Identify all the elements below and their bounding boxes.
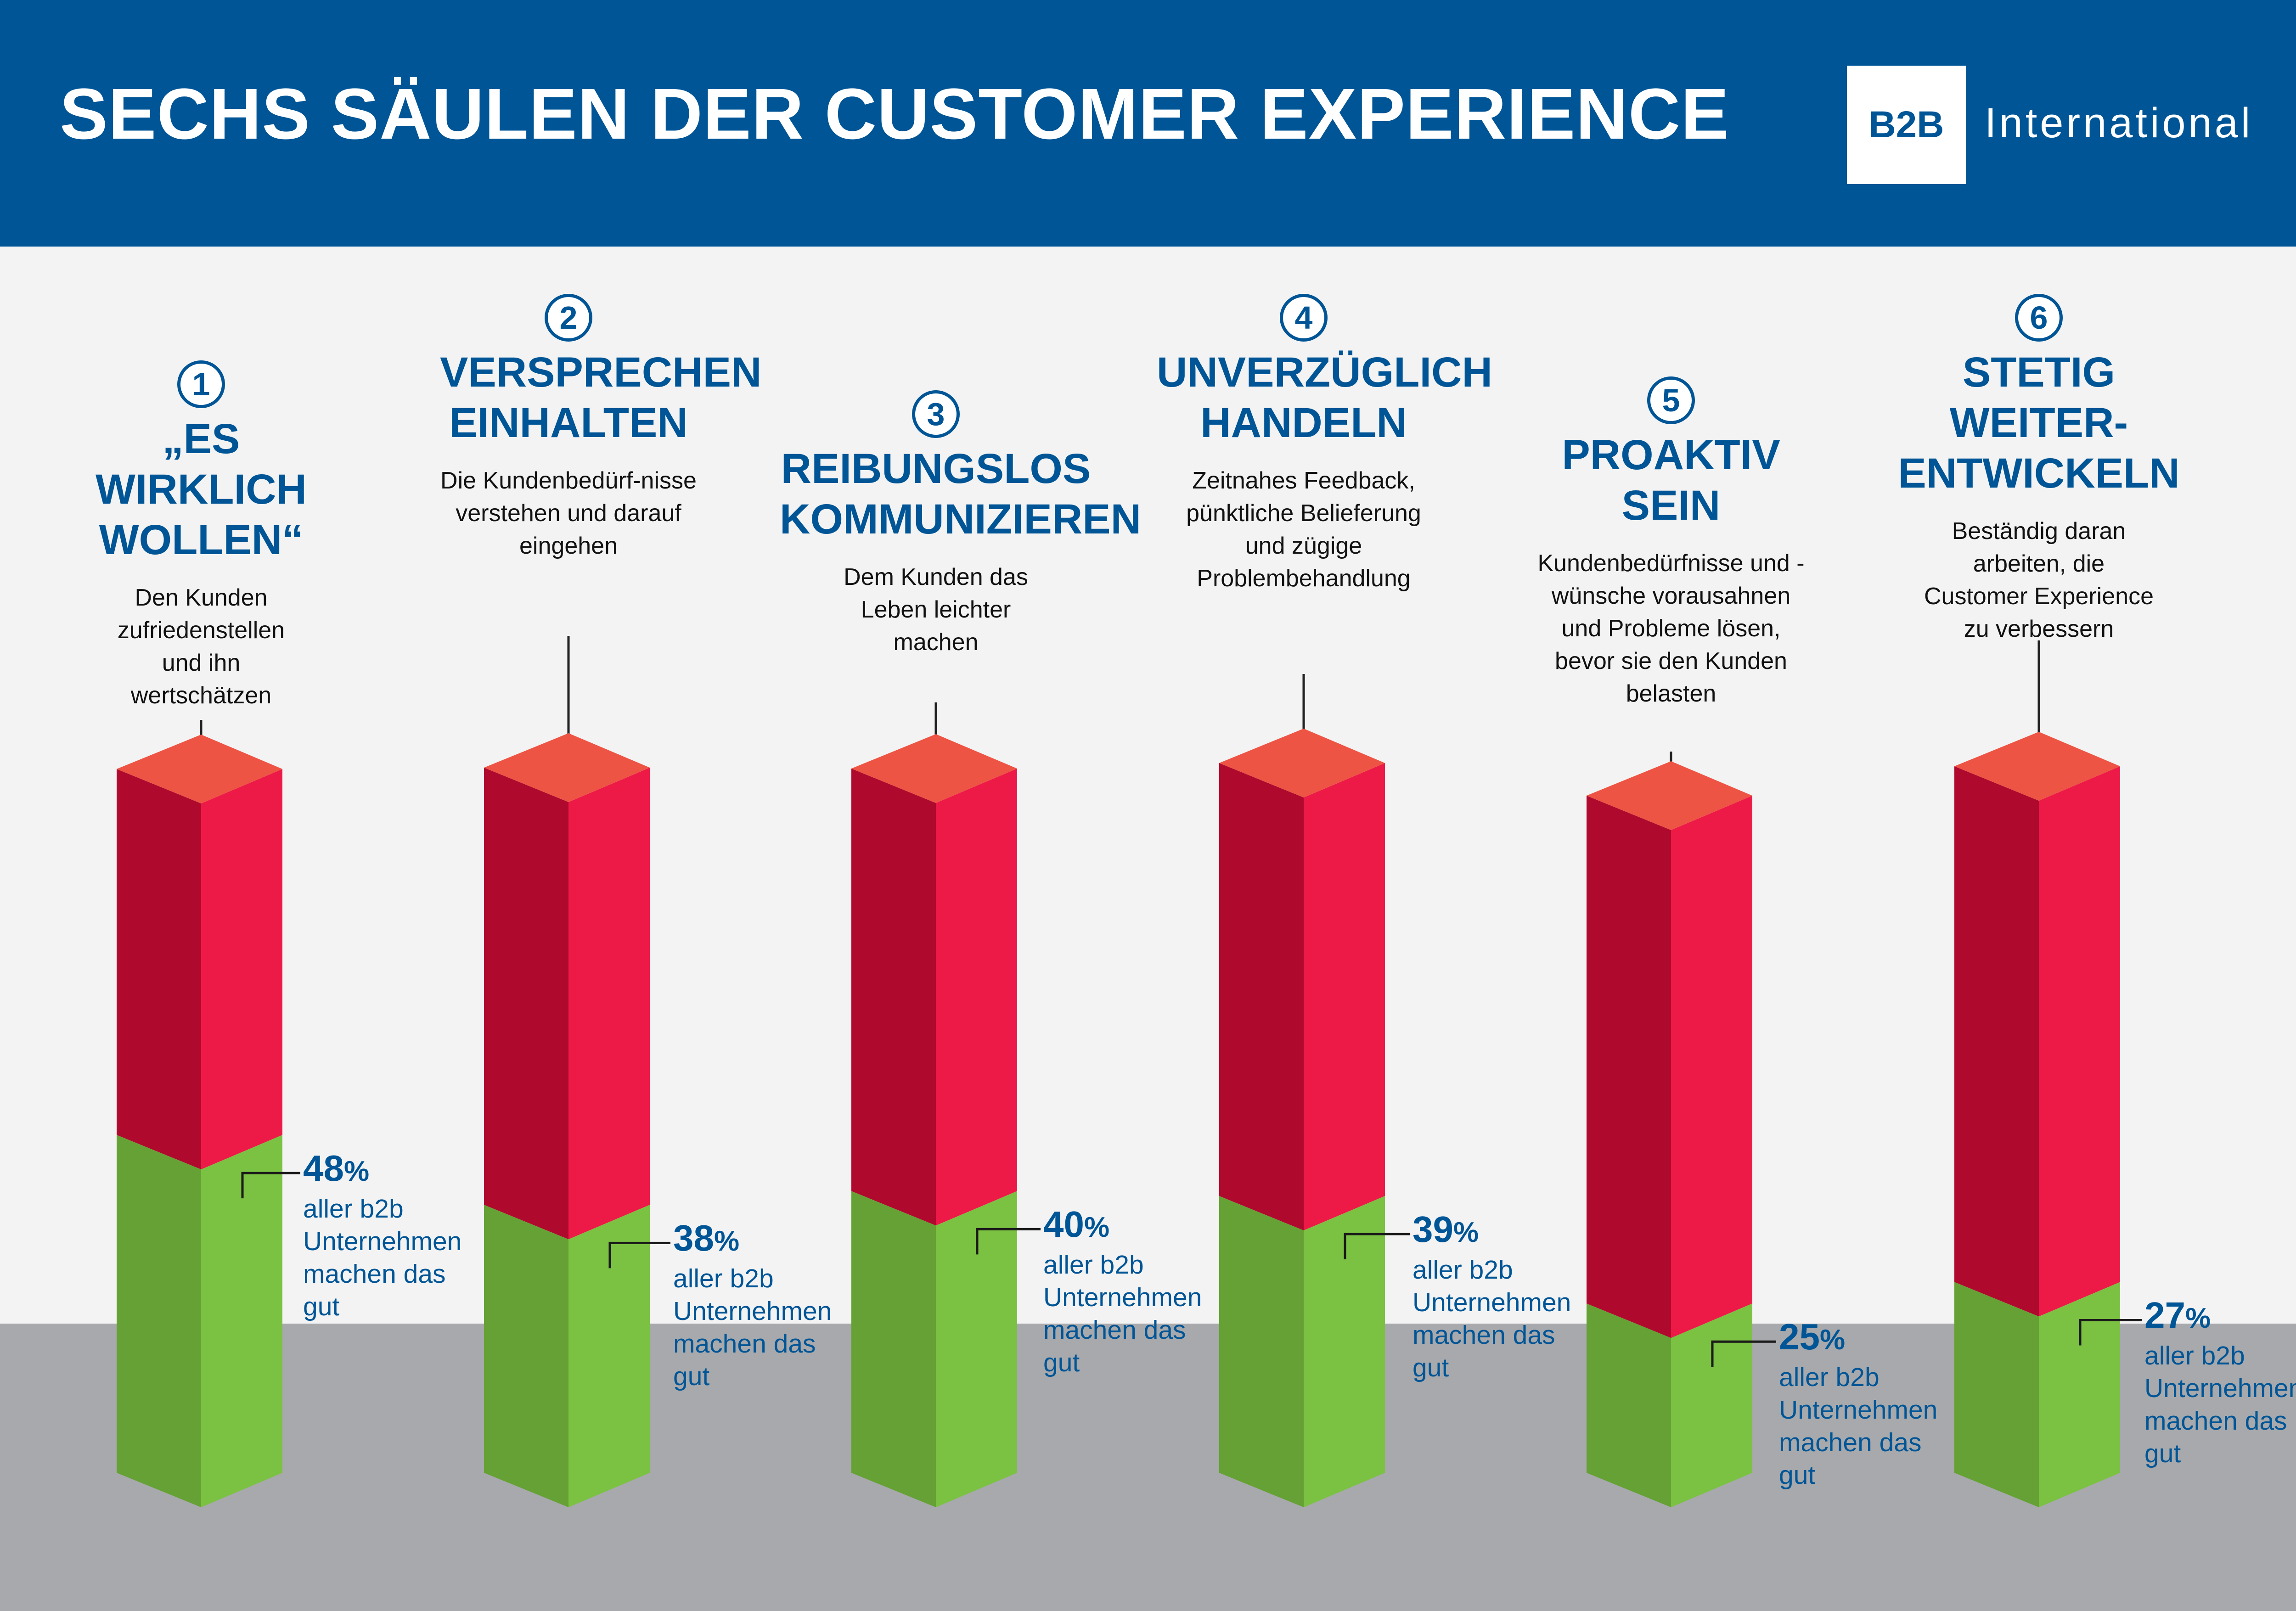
pillar-red-right-face	[2039, 766, 2120, 1317]
pillar-red-left-face	[117, 769, 201, 1170]
pillar-description: Die Kundenbedürf-nisse verstehen und dar…	[440, 467, 697, 559]
percent-value: 40%	[1043, 1203, 1218, 1249]
pillar-number-badge: 1	[177, 360, 225, 408]
percent-label: 39% aller b2b Unternehmen machen das gut	[1412, 1208, 1587, 1384]
percent-leader-line	[976, 1228, 1041, 1255]
pillar-title: VERSPRECHEN EINHALTEN	[440, 349, 762, 446]
pillar-red-left-face	[851, 769, 936, 1226]
pillar-heading: 1 „ES WIRKLICH WOLLEN“ Den Kunden zufriede…	[36, 360, 366, 712]
floor	[0, 1324, 2296, 1611]
percent-sign: %	[1819, 1324, 1846, 1356]
pillar-red-right-face	[568, 768, 650, 1240]
pillar-number-badge: 2	[545, 294, 592, 342]
percent-label: 40% aller b2b Unternehmen machen das gut	[1043, 1203, 1218, 1379]
percent-number: 27	[2144, 1295, 2185, 1336]
pillar-green-left-face	[117, 1135, 201, 1507]
pillar-description: Kundenbedürfnisse und -wünsche vorausahn…	[1537, 550, 1805, 707]
percent-value: 27%	[2144, 1294, 2296, 1340]
pillar-top-cap	[1587, 761, 1752, 830]
pillar-green-left-face	[1587, 1303, 1671, 1507]
percent-label: 38% aller b2b Unternehmen machen das gut	[673, 1217, 848, 1393]
pillar-red-right-face	[1304, 763, 1385, 1231]
percent-number: 38	[673, 1218, 714, 1259]
percent-caption: aller b2b Unternehmen machen das gut	[673, 1264, 832, 1392]
pillar-top-cap	[1954, 732, 2120, 801]
pillar-heading: 6 STETIG WEITER-ENTWICKELN Beständig daran…	[1874, 294, 2204, 646]
percent-value: 38%	[673, 1217, 848, 1263]
percent-value: 25%	[1779, 1316, 1953, 1361]
pillar-red-left-face	[484, 768, 568, 1240]
percent-label: 48% aller b2b Unternehmen machen das gut	[303, 1147, 478, 1323]
percent-leader-line	[241, 1172, 300, 1199]
pillar-heading: 3 REIBUNGSLOS KOMMUNIZIEREN Dem Kunden das…	[771, 390, 1142, 659]
pillar-red-left-face	[1587, 796, 1671, 1338]
pillar-number-badge: 6	[2015, 294, 2063, 342]
pillar-number-badge: 5	[1647, 376, 1695, 424]
percent-number: 39	[1412, 1209, 1453, 1250]
percent-number: 25	[1779, 1316, 1820, 1358]
pillar-description: Zeitnahes Feedback, pünktliche Belieferu…	[1186, 467, 1421, 592]
percent-number: 40	[1043, 1204, 1084, 1245]
pillar-title: PROAKTIV SEIN	[1562, 432, 1780, 529]
percent-sign: %	[1084, 1212, 1110, 1244]
pillar-number-badge: 3	[912, 390, 960, 438]
percent-leader-line	[608, 1241, 670, 1269]
pillar-green-left-face	[1954, 1282, 2039, 1507]
percent-value: 48%	[303, 1147, 478, 1193]
header-bar: SECHS SÄULEN DER CUSTOMER EXPERIENCE B2B…	[0, 0, 2296, 247]
percent-number: 48	[303, 1148, 344, 1189]
percent-sign: %	[343, 1156, 370, 1188]
pillar-top-cap	[1219, 729, 1385, 797]
pillar-heading: 4 UNVERZÜGLICH HANDELN Zeitnahes Feedback,…	[1138, 294, 1492, 595]
pillar-number-badge: 4	[1280, 294, 1328, 342]
pillar-heading: 2 VERSPRECHEN EINHALTEN Die Kundenbedürf-n…	[403, 294, 762, 562]
pillar-description: Den Kunden zufriedenstellen und ihn wert…	[117, 584, 285, 709]
percent-caption: aller b2b Unternehmen machen das gut	[303, 1194, 462, 1322]
percent-caption: aller b2b Unternehmen machen das gut	[1779, 1363, 1938, 1490]
pillar-green-left-face	[851, 1191, 936, 1507]
pillar-top-cap	[484, 733, 650, 802]
pillar-title: „ES WIRKLICH WOLLEN“	[96, 415, 307, 563]
percent-caption: aller b2b Unternehmen machen das gut	[1412, 1255, 1571, 1383]
percent-sign: %	[714, 1225, 740, 1257]
page-title: SECHS SÄULEN DER CUSTOMER EXPERIENCE	[60, 74, 1729, 154]
pillar-description: Dem Kunden das Leben leichter machen	[844, 564, 1028, 656]
percent-sign: %	[2185, 1302, 2211, 1335]
pillar-green-right-face	[201, 1135, 282, 1507]
pillar-red-right-face	[1671, 796, 1752, 1338]
pillar-green-right-face	[1671, 1303, 1752, 1507]
pillar-title: STETIG WEITER-ENTWICKELN	[1898, 349, 2180, 497]
percent-leader-line	[1711, 1340, 1776, 1367]
pillar-red-left-face	[1954, 766, 2039, 1317]
pillar-green-right-face	[2039, 1282, 2120, 1507]
pillar-top-cap	[851, 734, 1017, 803]
pillar-green-left-face	[1219, 1196, 1304, 1507]
percent-caption: aller b2b Unternehmen machen das gut	[1043, 1250, 1202, 1378]
percent-caption: aller b2b Unternehmen machen das gut	[2144, 1341, 2296, 1469]
percent-value: 39%	[1412, 1208, 1587, 1254]
percent-leader-line	[1344, 1233, 1410, 1260]
pillar-heading: 5 PROAKTIV SEIN Kundenbedürfnisse und -wün…	[1506, 376, 1836, 710]
percent-label: 25% aller b2b Unternehmen machen das gut	[1779, 1316, 1953, 1492]
pillar-top-cap	[117, 735, 282, 803]
pillar-title: REIBUNGSLOS KOMMUNIZIEREN	[780, 445, 1142, 543]
pillar-green-right-face	[1304, 1196, 1385, 1507]
percent-label: 27% aller b2b Unternehmen machen das gut	[2144, 1294, 2296, 1470]
pillar-description: Beständig daran arbeiten, die Customer E…	[1924, 518, 2154, 642]
pillar-red-right-face	[936, 769, 1017, 1226]
percent-sign: %	[1453, 1217, 1479, 1249]
logo-text: International	[1985, 100, 2253, 146]
pillar-red-left-face	[1219, 763, 1304, 1231]
pillar-green-right-face	[568, 1205, 650, 1507]
percent-leader-line	[2079, 1319, 2142, 1346]
pillar-title: UNVERZÜGLICH HANDELN	[1157, 349, 1492, 446]
logo: B2B	[1847, 66, 1966, 184]
pillar-green-left-face	[484, 1205, 568, 1507]
logo-mark: B2B	[1868, 104, 1944, 146]
pillar-green-right-face	[936, 1191, 1017, 1507]
pillar-red-right-face	[201, 769, 282, 1170]
